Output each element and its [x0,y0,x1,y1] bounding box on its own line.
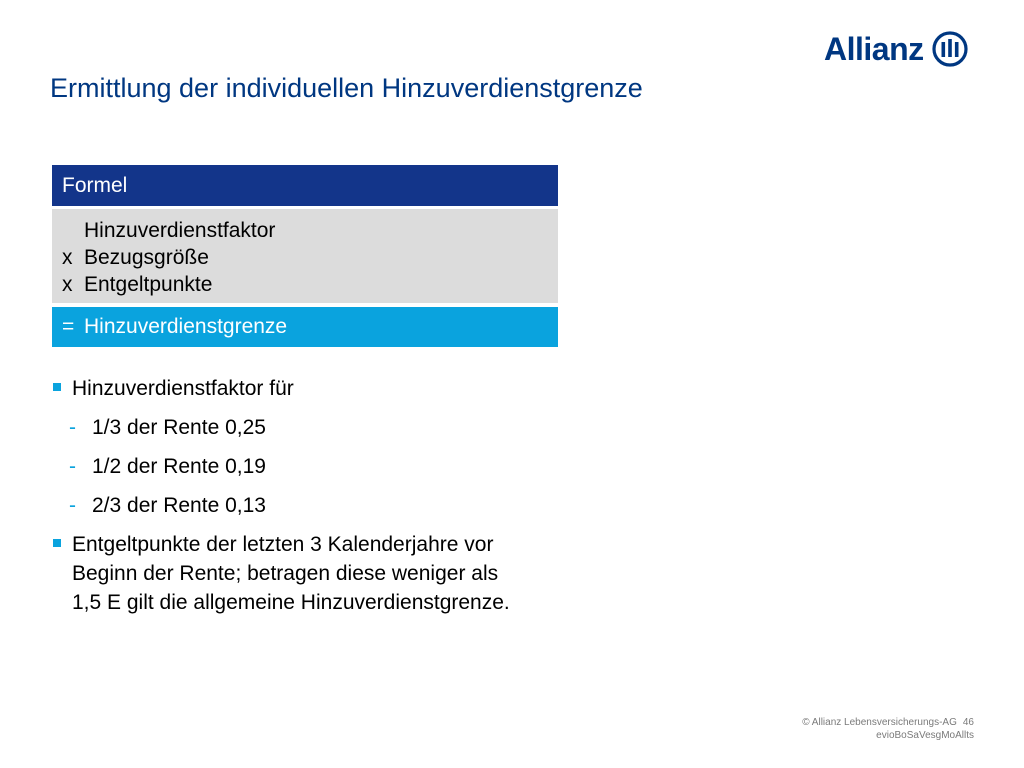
bullet-text-line: Beginn der Rente; betragen diese weniger… [72,562,499,585]
formula-operator: x [62,273,73,296]
formula-result-operator: = [62,315,75,338]
allianz-logo: Allianz [824,28,976,70]
dash-icon: - [69,455,76,478]
footer-copyright: © Allianz Lebensversicherungs-AG [802,717,957,728]
formula-operator: x [62,246,73,269]
dash-icon: - [69,416,76,439]
bullet-text-line: Entgeltpunkte der letzten 3 Kalenderjahr… [72,533,494,556]
formula-term: Entgeltpunkte [84,273,213,296]
formula-line: x Entgeltpunkte [62,271,558,298]
bullet-list: Hinzuverdienstfaktor für - 1/3 der Rente… [52,374,652,617]
formula-header: Formel [52,165,558,206]
bullet-item: Entgeltpunkte der letzten 3 Kalenderjahr… [52,530,652,617]
footer-subtext: evioBoSaVesgMoAllts [876,730,974,741]
formula-line: Hinzuverdienstfaktor [62,217,558,244]
sub-item-text: 2/3 der Rente 0,13 [92,494,266,517]
formula-result: = Hinzuverdienstgrenze [52,307,558,347]
sub-item: - 1/2 der Rente 0,19 [52,452,652,481]
dash-icon: - [69,494,76,517]
formula-body: Hinzuverdienstfaktor x Bezugsgröße x Ent… [52,209,558,303]
formula-term: Hinzuverdienstfaktor [84,219,276,242]
page-title: Ermittlung der individuellen Hinzuverdie… [50,73,643,103]
page-number: 46 [962,717,974,728]
sub-item-text: 1/3 der Rente 0,25 [92,416,266,439]
formula-result-text: Hinzuverdienstgrenze [84,315,288,338]
formula-box: Formel Hinzuverdienstfaktor x Bezugsgröß… [52,165,558,347]
bullet-square-icon [53,539,61,547]
logo-wordmark: Allianz [824,31,924,67]
bullet-square-icon [53,383,61,391]
footer: © Allianz Lebensversicherungs-AG 46 evio… [802,716,974,742]
allianz-eagle-icon [932,31,968,67]
bullet-text-line: 1,5 E gilt die allgemeine Hinzuverdienst… [72,591,510,614]
sub-item-text: 1/2 der Rente 0,19 [92,455,266,478]
sub-item: - 2/3 der Rente 0,13 [52,491,652,520]
formula-term: Bezugsgröße [84,246,209,269]
bullet-text: Hinzuverdienstfaktor für [72,377,294,400]
sub-item: - 1/3 der Rente 0,25 [52,413,652,442]
formula-operator [62,217,84,244]
formula-line: x Bezugsgröße [62,244,558,271]
bullet-item: Hinzuverdienstfaktor für [52,374,652,403]
